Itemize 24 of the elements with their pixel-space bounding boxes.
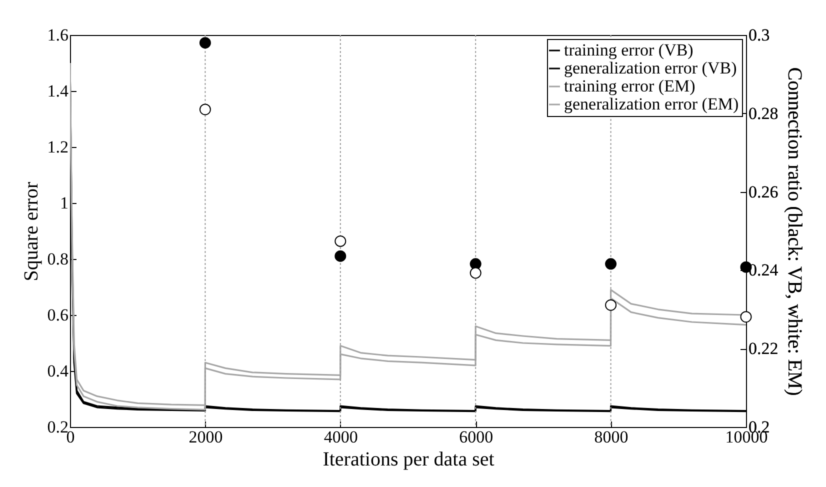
y-tick-label: 0.2 (47, 418, 68, 436)
y2-tick-label: 0.28 (748, 104, 778, 123)
y-tick-label: 1 (60, 194, 68, 212)
legend-label: training error (EM) (564, 76, 696, 96)
x-tick-label: 2000 (188, 428, 223, 446)
x-tick-label: 6000 (459, 428, 494, 446)
y2-tick-label: 0.22 (748, 339, 778, 358)
legend-label: training error (VB) (564, 40, 694, 60)
y-tick-label: 1.2 (47, 138, 68, 156)
y-tick-label: 0.4 (47, 362, 69, 380)
x-tick-label: 4000 (324, 428, 358, 446)
legend-label: generalization error (EM) (564, 94, 739, 114)
y2-tick-label: 0.26 (748, 182, 778, 202)
x-tick-label: 0 (66, 428, 75, 446)
y-tick-label: 0.6 (47, 306, 68, 324)
y-axis-title: Square error (20, 181, 42, 282)
x-axis-title: Iterations per data set (322, 448, 495, 470)
legend-label: generalization error (VB) (564, 58, 737, 78)
y-tick-label: 0.8 (47, 250, 68, 268)
y2-tick-label: 0.3 (748, 26, 770, 44)
y-tick-label: 1.6 (47, 26, 68, 44)
x-tick-label: 8000 (594, 428, 628, 446)
y2-axis-title: Connection ratio (black: VB, white: EM) (783, 67, 806, 396)
y-tick-label: 1.4 (47, 82, 69, 100)
